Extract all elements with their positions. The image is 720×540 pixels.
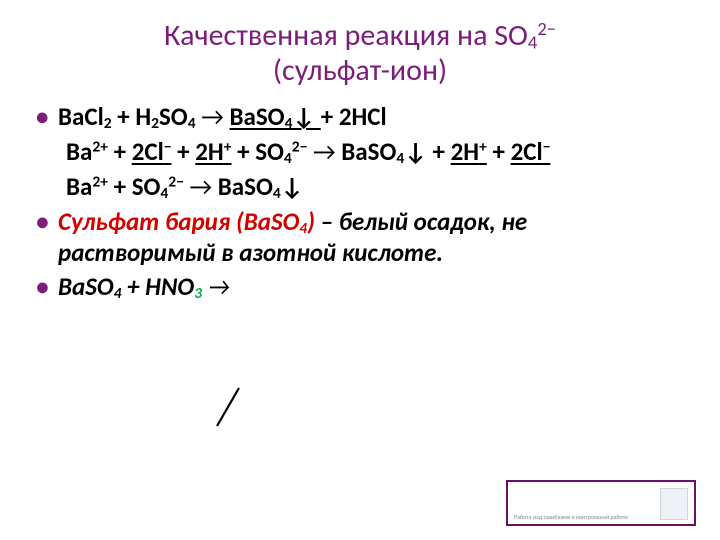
t: BaCl <box>58 101 104 132</box>
t: − <box>543 138 551 157</box>
placeholder-image-icon <box>660 488 688 520</box>
t: BaSO <box>58 271 114 302</box>
t: 3 <box>194 284 202 303</box>
bullet-eq2: Ва2+ + 2Cl− + 2H+ + SO42− → BaSO4↓ + 2H+… <box>30 137 690 168</box>
t: 2H <box>195 136 223 167</box>
content-list: BaCl2 + H2SO4 → BaSO4↓ + 2HCl Ва2+ + 2Cl… <box>30 102 690 303</box>
t: ) <box>307 206 315 237</box>
t: + SO <box>231 136 283 167</box>
title-line2: (сульфат-ион) <box>273 52 447 89</box>
t: + 2HCl <box>321 101 387 132</box>
t: BaSO <box>230 101 285 132</box>
title-line1: Качественная реакция на SO <box>164 17 528 54</box>
down-arrow-icon: ↓ <box>281 171 304 202</box>
arrow-icon: → <box>184 171 218 202</box>
t: + SO <box>108 171 160 202</box>
t: 2 <box>104 114 112 133</box>
t: SO <box>159 101 188 132</box>
t: + HNO <box>121 271 194 302</box>
t: + <box>171 136 195 167</box>
t: Сульфат бария (BaSO <box>58 206 299 237</box>
t: 4 <box>188 114 196 133</box>
arrow-icon: → <box>202 271 230 302</box>
t: 2 <box>151 114 159 133</box>
down-arrow-icon: ↓ <box>292 101 320 132</box>
annotation-slash-icon <box>213 386 243 428</box>
t: 4 <box>273 184 281 203</box>
t: 4 <box>299 219 307 238</box>
arrow-icon: → <box>307 136 341 167</box>
bullet-eq1: BaCl2 + H2SO4 → BaSO4↓ + 2HCl <box>30 102 690 133</box>
t: + <box>427 136 451 167</box>
t: 2Cl <box>511 136 543 167</box>
t: Ва <box>66 171 92 202</box>
t: BaSO <box>218 171 273 202</box>
t: 2+ <box>92 173 108 192</box>
t: + <box>487 136 511 167</box>
t: 2Cl <box>132 136 164 167</box>
down-arrow-icon: ↓ <box>404 136 427 167</box>
slide: Качественная реакция на SO42− (сульфат-и… <box>0 0 720 540</box>
arrow-icon: → <box>196 101 230 132</box>
bullet-eq3: Ва2+ + SO42− → BaSO4↓ <box>30 172 690 203</box>
t: + H <box>112 101 152 132</box>
t: BaSO <box>341 136 396 167</box>
t: + <box>108 136 132 167</box>
t: 2H <box>451 136 479 167</box>
bullet-eq4: BaSO4 + HNO3 → <box>30 272 690 303</box>
bullet-desc: Сульфат бария (BaSO4) – белый осадок, не… <box>30 207 690 268</box>
t: 4 <box>284 149 292 168</box>
t: 2+ <box>92 138 108 157</box>
footer-link-box[interactable]: Работа над ошибками в контрольной работе <box>506 480 696 526</box>
title-sup1: 2− <box>537 17 556 40</box>
t: 2− <box>168 173 184 192</box>
t: + <box>479 138 487 157</box>
slide-title: Качественная реакция на SO42− (сульфат-и… <box>30 18 690 88</box>
t: 2− <box>292 138 308 157</box>
footer-caption: Работа над ошибками в контрольной работе <box>514 513 628 521</box>
t: Ва <box>66 136 92 167</box>
title-sub1: 4 <box>528 31 537 54</box>
